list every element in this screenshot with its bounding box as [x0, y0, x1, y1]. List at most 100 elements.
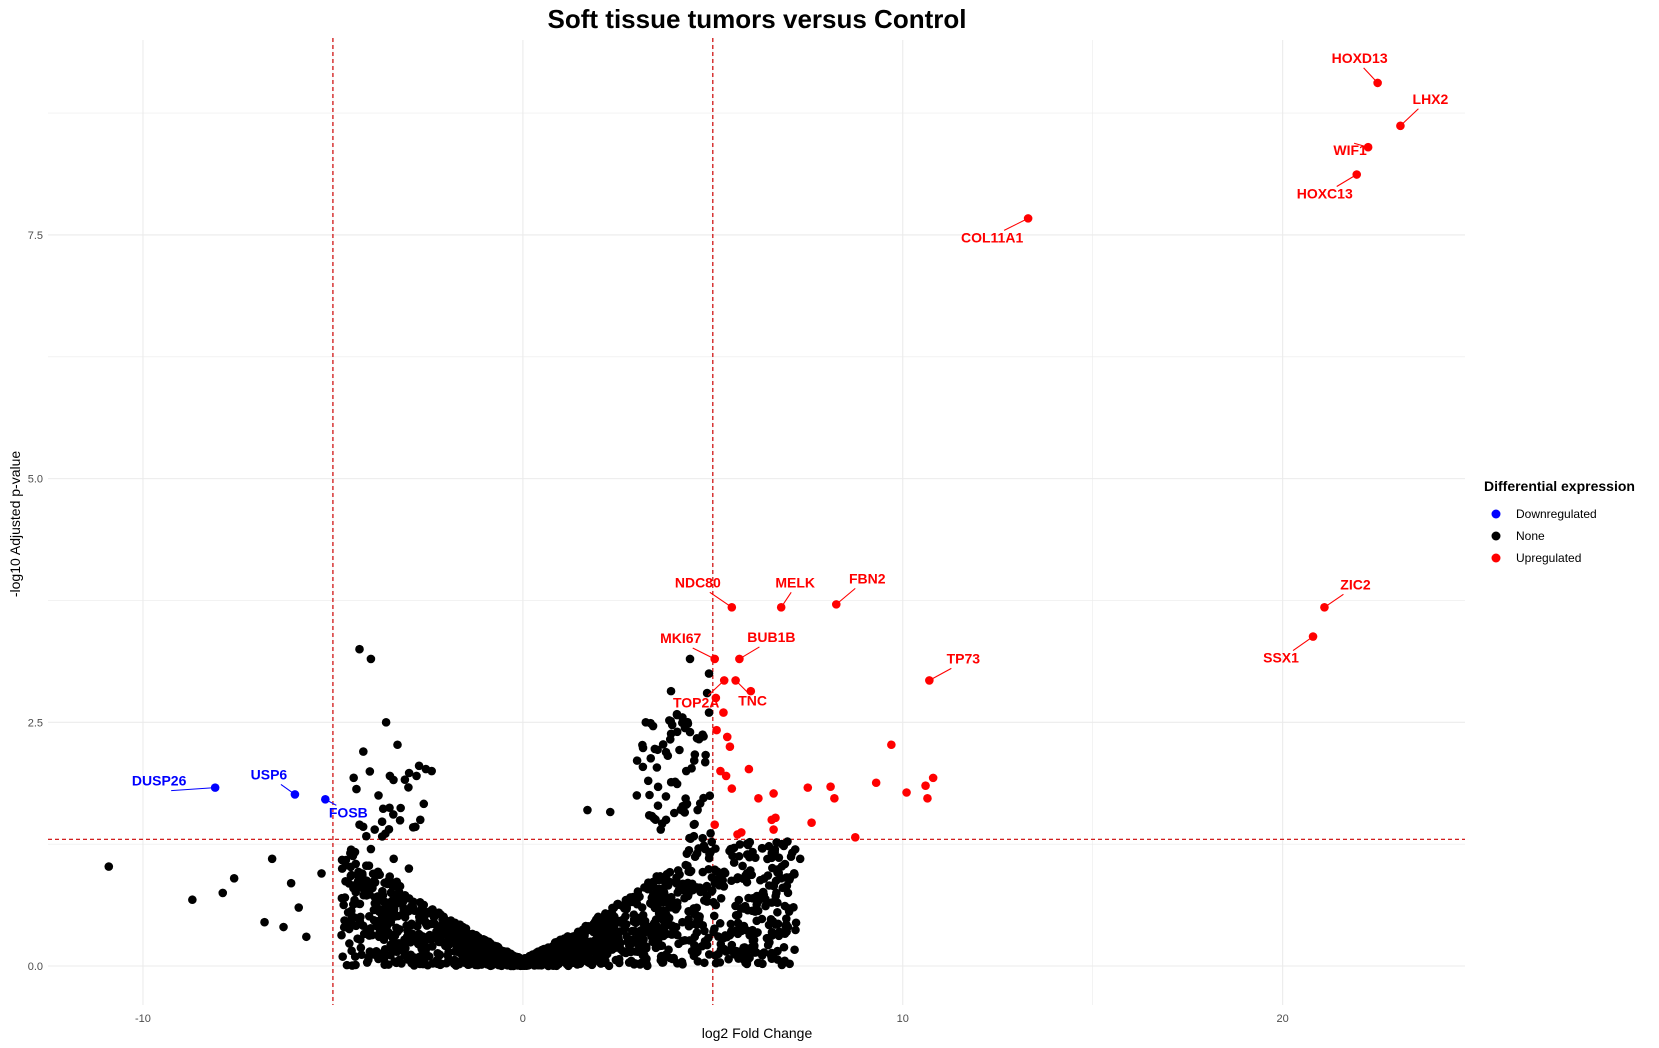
point-none [666, 686, 676, 696]
gene-label: BUB1B [747, 629, 795, 645]
point-none [368, 883, 377, 893]
point-none [614, 938, 624, 947]
point-none [627, 926, 637, 936]
point-none [675, 745, 684, 755]
point-none [773, 946, 782, 956]
point-none [508, 957, 517, 966]
point-none [643, 776, 653, 786]
point-none [583, 805, 592, 815]
point-none [795, 854, 805, 864]
point-none [769, 881, 778, 891]
point-none [410, 955, 420, 965]
point-none [545, 960, 554, 970]
point-none [758, 959, 767, 969]
point-none [377, 832, 387, 841]
point-none [638, 762, 648, 772]
legend-key-upregulated [1491, 553, 1501, 563]
point-none [411, 822, 420, 832]
point-none [639, 928, 649, 938]
point-none [389, 810, 398, 819]
point-none [752, 891, 762, 901]
leader-line [739, 646, 760, 660]
point-none [711, 900, 721, 910]
point-none [342, 960, 352, 970]
point-none [365, 767, 375, 776]
point-upregulated [727, 784, 737, 793]
point-upregulated [826, 782, 835, 791]
point-none [751, 948, 761, 957]
point-none [369, 916, 379, 925]
point-none [348, 900, 358, 909]
point-none [422, 921, 432, 930]
point-none [704, 853, 714, 863]
x-tick-label: 0 [520, 1013, 526, 1025]
point-none [780, 859, 790, 869]
point-upregulated [744, 764, 754, 774]
point-upregulated [769, 825, 778, 834]
point-none [686, 866, 696, 876]
point-none [363, 925, 373, 934]
point-upregulated [871, 778, 881, 788]
point-none [726, 844, 736, 854]
point-none [489, 943, 499, 952]
point-none [520, 959, 529, 968]
point-none [472, 952, 481, 962]
point-none [686, 834, 695, 844]
point-none [380, 903, 390, 913]
point-upregulated [769, 789, 778, 798]
point-none [607, 916, 617, 925]
point-none [389, 854, 399, 864]
point-none [460, 944, 469, 953]
point-none [473, 942, 483, 951]
point-none [339, 923, 349, 932]
point-none [338, 952, 348, 961]
point-upregulated [754, 794, 763, 803]
point-none [710, 865, 720, 875]
legend-title: Differential expression [1484, 478, 1635, 494]
point-none [745, 930, 755, 940]
leader-line [692, 647, 715, 660]
point-none [651, 815, 660, 824]
y-tick-label: 7.5 [28, 230, 43, 242]
point-none [421, 764, 431, 774]
point-none [415, 815, 425, 825]
point-none [782, 881, 792, 891]
point-upregulated [721, 771, 731, 781]
point-none [343, 908, 353, 917]
point-none [709, 911, 719, 921]
point-none [720, 931, 730, 940]
point-none [353, 876, 363, 886]
axis-ticks: -10 0 10 20 0.0 2.5 5.0 7.5 [28, 230, 1289, 1025]
point-none [779, 942, 789, 952]
point-none [651, 927, 661, 937]
point-none [758, 887, 768, 897]
leader-line [929, 667, 952, 681]
point-none [396, 803, 405, 813]
point-none [436, 959, 446, 969]
point-none [680, 893, 689, 903]
point-none [762, 933, 772, 943]
gene-label: FOSB [329, 804, 368, 820]
point-upregulated [830, 794, 839, 803]
point-none [339, 900, 348, 910]
point-none [404, 768, 414, 778]
legend-label: Upregulated [1516, 551, 1581, 565]
point-none [381, 718, 391, 727]
legend-label: Downregulated [1516, 507, 1597, 521]
point-none [645, 790, 654, 800]
point-none [348, 851, 358, 861]
point-none [379, 914, 389, 923]
point-none [732, 927, 741, 937]
point-none [700, 926, 709, 936]
point-none [646, 718, 655, 728]
point-none [453, 941, 462, 950]
leader-line [171, 787, 216, 792]
point-none [780, 901, 790, 911]
point-none [384, 825, 394, 834]
point-none [404, 783, 413, 792]
point-none [685, 654, 695, 664]
leader-line [835, 587, 856, 605]
point-none [732, 950, 741, 959]
